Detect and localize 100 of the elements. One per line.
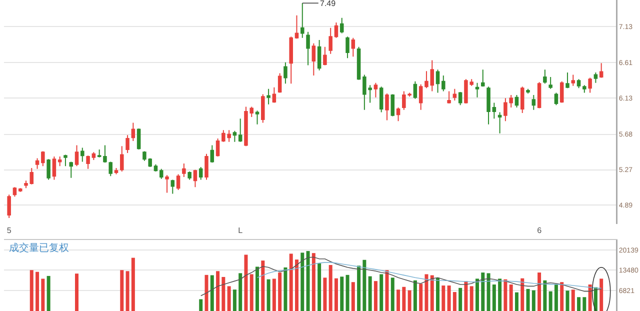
bar	[442, 286, 446, 311]
bar	[120, 270, 124, 311]
x-tick-label: 5	[6, 226, 12, 235]
candlestick	[170, 179, 175, 194]
candlestick	[374, 82, 378, 98]
bar	[323, 278, 327, 311]
annotation: 7.49	[320, 0, 336, 8]
candlestick	[136, 128, 141, 150]
candlestick	[486, 86, 490, 125]
bar	[334, 278, 338, 311]
candlestick	[452, 88, 457, 101]
bar	[36, 272, 40, 311]
candlestick	[356, 46, 361, 80]
candlestick	[266, 88, 270, 105]
candlestick	[458, 91, 462, 106]
chart-title: 成交量已复权	[9, 242, 69, 254]
candlestick	[312, 42, 316, 76]
bar	[504, 279, 508, 311]
candlestick	[232, 130, 237, 142]
candlestick	[554, 92, 558, 106]
bar	[486, 273, 490, 311]
bar	[306, 251, 310, 311]
bar	[470, 286, 474, 311]
bar	[256, 266, 260, 311]
candlestick	[334, 22, 338, 38]
bar	[571, 290, 575, 311]
candlestick	[328, 27, 332, 54]
candlestick	[92, 152, 96, 160]
candlestick	[340, 17, 344, 34]
candlestick	[520, 86, 524, 114]
candlestick	[537, 82, 542, 109]
bar	[300, 252, 304, 311]
candlestick	[481, 69, 485, 88]
candlestick	[198, 166, 203, 180]
bar	[368, 276, 372, 311]
bar	[385, 270, 389, 311]
bar	[250, 274, 254, 311]
candlestick	[396, 106, 400, 122]
candlestick	[176, 174, 180, 190]
candlestick	[306, 31, 310, 66]
candlestick	[560, 80, 564, 104]
candlestick	[159, 168, 164, 180]
bar	[131, 258, 135, 311]
bar	[509, 284, 513, 311]
candlestick	[131, 122, 136, 142]
bar	[46, 276, 50, 311]
candlestick	[210, 144, 214, 164]
bar	[278, 272, 282, 311]
candlestick	[436, 69, 440, 94]
bar	[272, 278, 276, 311]
candlestick	[18, 188, 22, 192]
candlestick	[284, 62, 288, 84]
bar	[289, 254, 293, 311]
candlestick	[108, 161, 112, 177]
bar	[492, 284, 496, 311]
candlestick	[7, 194, 11, 218]
x-tick-label: L	[238, 226, 244, 235]
candlestick	[58, 156, 62, 167]
bar	[458, 288, 462, 311]
candlestick	[548, 76, 552, 90]
candlestick	[346, 36, 350, 59]
candlestick	[126, 134, 130, 154]
bar	[402, 286, 406, 311]
bar	[538, 272, 542, 311]
candlestick	[154, 164, 158, 172]
candlestick	[165, 174, 169, 194]
bar	[244, 254, 248, 311]
candlestick	[204, 153, 208, 180]
bar	[520, 278, 524, 311]
bar	[238, 273, 242, 311]
bar	[436, 278, 440, 311]
candlestick	[114, 167, 118, 175]
bar	[560, 282, 564, 311]
candlestick	[588, 77, 592, 94]
line-series	[256, 262, 602, 289]
bar	[396, 290, 400, 311]
candlestick	[514, 94, 519, 108]
candlestick	[97, 149, 102, 158]
bar	[266, 279, 270, 311]
bar	[126, 271, 130, 311]
candlestick	[599, 62, 604, 78]
bar	[75, 274, 79, 311]
bar	[312, 253, 316, 311]
candlestick	[103, 144, 107, 164]
bar	[346, 274, 350, 311]
bar	[600, 278, 604, 311]
line-series	[200, 256, 602, 296]
bar	[481, 272, 485, 311]
bar	[261, 260, 265, 311]
candlestick	[74, 144, 79, 167]
bar	[232, 290, 236, 311]
candlestick	[80, 147, 84, 162]
candlestick	[566, 72, 570, 89]
candlestick	[261, 94, 265, 124]
bar	[464, 281, 468, 311]
candlestick	[576, 78, 581, 89]
bar	[284, 267, 288, 311]
bar	[577, 297, 581, 311]
bar	[227, 286, 231, 311]
bar	[210, 275, 214, 311]
